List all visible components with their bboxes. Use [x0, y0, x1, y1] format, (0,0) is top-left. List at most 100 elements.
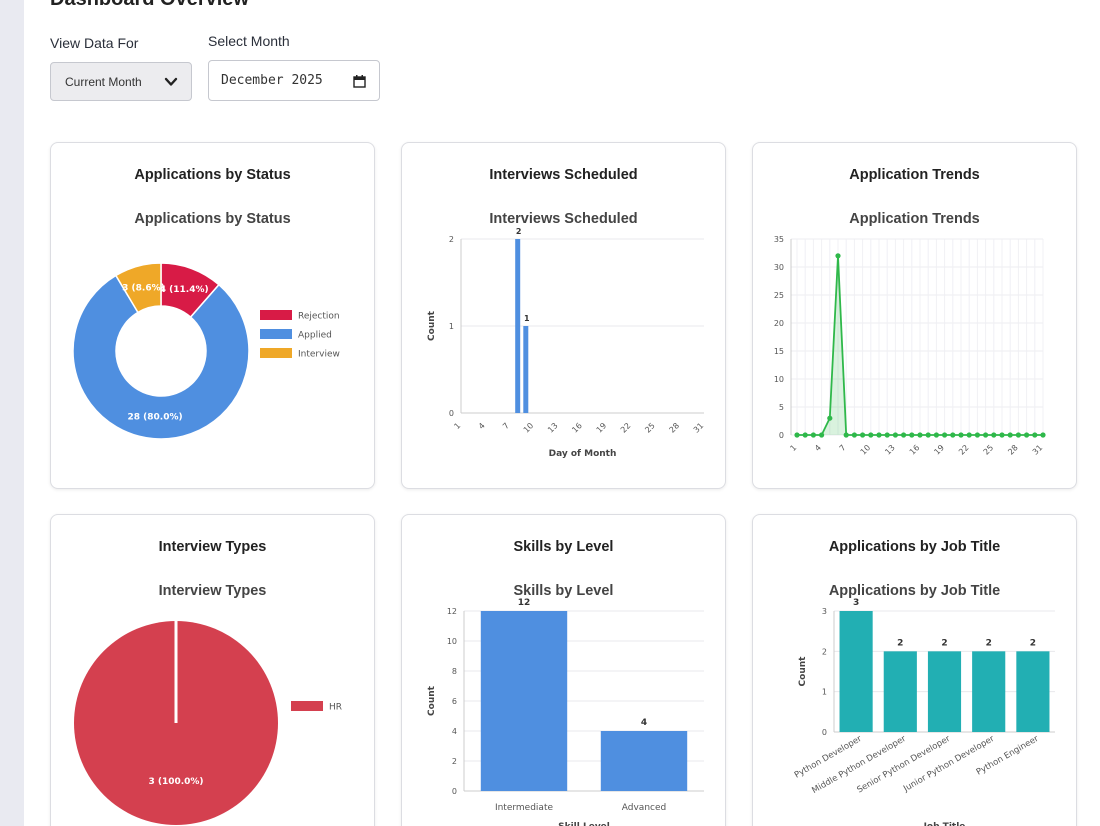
y-tick-label: 1 — [822, 688, 827, 697]
chart-title: Interviews Scheduled — [489, 211, 638, 227]
status-donut-chart: 4 (11.4%) 28 (80.0%) 3 (8.6%) Rejection Appl… — [72, 262, 340, 440]
x-tick-label: 16 — [908, 443, 922, 457]
trend-point — [901, 432, 907, 438]
interview-types-pie-chart: 3 (100.0%) HR — [74, 621, 342, 825]
bar — [839, 611, 873, 732]
view-data-label: View Data For — [50, 35, 139, 51]
x-tick-label: 7 — [838, 443, 848, 453]
y-tick-label: 20 — [774, 319, 784, 328]
trend-point — [1024, 432, 1030, 438]
card-interviews-scheduled: Interviews Scheduled Interviews Schedule… — [401, 142, 726, 489]
trend-point — [983, 432, 989, 438]
y-tick-label: 0 — [822, 728, 827, 737]
skills-bar-chart: 0 2 4 6 8 10 12 12 Intermediate 4 Advanced Skill Le… — [427, 598, 704, 826]
trend-point — [835, 253, 841, 259]
chart-title: Interview Types — [158, 583, 267, 599]
legend-swatch — [260, 310, 292, 320]
trend-point — [860, 432, 866, 438]
trend-point — [819, 432, 825, 438]
sidebar-edge — [0, 0, 24, 826]
y-tick-label: 30 — [774, 263, 784, 272]
x-tick-label: Intermediate — [495, 803, 554, 813]
bar — [523, 326, 529, 413]
x-axis-label: Skill Level — [558, 822, 610, 826]
trend-point — [802, 432, 808, 438]
view-data-select[interactable]: Current Month — [50, 62, 192, 101]
y-tick-label: 2 — [452, 757, 457, 766]
pie-data-label: 3 (8.6%) — [122, 283, 165, 293]
month-picker-value: December 2025 — [221, 73, 323, 88]
card-application-trends: Application Trends Application Trends 0 5… — [752, 142, 1077, 489]
x-tick-label: 10 — [522, 421, 536, 435]
trend-point — [942, 432, 948, 438]
x-tick-label: 4 — [813, 443, 823, 453]
pie-slice-applied — [72, 274, 250, 440]
card-interview-types: Interview Types Interview Types 3 (100.0… — [50, 514, 375, 826]
card-title: Applications by Status — [134, 167, 291, 183]
y-tick-label: 2 — [449, 235, 454, 244]
x-tick-label: 22 — [619, 421, 633, 435]
y-axis-label: Count — [427, 310, 437, 341]
y-tick-label: 0 — [452, 787, 457, 796]
trend-point — [933, 432, 939, 438]
x-tick-label: 19 — [595, 421, 609, 435]
bar-data-label: 3 — [853, 598, 859, 608]
card-title: Application Trends — [849, 167, 980, 183]
x-tick-label: Advanced — [622, 803, 666, 813]
x-tick-label: 31 — [1031, 443, 1045, 457]
calendar-icon[interactable] — [353, 75, 366, 88]
y-tick-label: 5 — [779, 403, 784, 412]
bar — [972, 651, 1006, 732]
x-tick-label: 25 — [982, 443, 996, 457]
card-applications-by-status: Applications by Status Applications by S… — [50, 142, 375, 489]
trend-point — [1015, 432, 1021, 438]
legend-swatch — [260, 329, 292, 339]
legend-label: Interview — [298, 350, 340, 360]
trend-point — [876, 432, 882, 438]
x-tick-label: 13 — [546, 421, 560, 435]
pie-data-label: 28 (80.0%) — [128, 413, 183, 423]
y-tick-label: 25 — [774, 291, 784, 300]
month-picker-input[interactable]: December 2025 — [208, 60, 380, 101]
chart-title: Application Trends — [849, 211, 980, 227]
trend-point — [794, 432, 800, 438]
bar — [515, 239, 521, 413]
bar-data-label: 12 — [518, 598, 531, 608]
x-tick-label: 31 — [692, 421, 706, 435]
pie-slice-interview — [114, 262, 162, 314]
legend-label: Rejection — [298, 312, 340, 322]
y-axis-label: Count — [798, 656, 808, 687]
bar — [480, 611, 568, 791]
y-axis-label: Count — [427, 685, 437, 716]
trend-point — [958, 432, 964, 438]
page-title: Dashboard Overview — [50, 0, 249, 11]
card-title: Applications by Job Title — [828, 539, 1001, 555]
y-tick-label: 2 — [822, 647, 827, 656]
pie-data-label: 4 (11.4%) — [160, 285, 209, 295]
trend-point — [991, 432, 997, 438]
trend-point — [950, 432, 956, 438]
y-tick-label: 35 — [774, 235, 784, 244]
y-tick-label: 6 — [452, 697, 457, 706]
trend-point — [909, 432, 915, 438]
y-tick-label: 10 — [447, 637, 457, 646]
chevron-down-icon — [164, 77, 178, 86]
trend-point — [843, 432, 849, 438]
x-tick-label: 7 — [501, 421, 511, 431]
chart-title: Applications by Status — [134, 211, 291, 227]
trend-point — [827, 415, 833, 421]
trends-line-chart: 0 5 10 15 20 25 30 35 1 4 7 10 13 16 19 22 25 28 31 — [774, 235, 1046, 457]
y-tick-label: 15 — [774, 347, 784, 356]
y-tick-label: 3 — [822, 607, 827, 616]
legend-label: HR — [329, 703, 342, 713]
bar-data-label: 2 — [516, 227, 522, 236]
y-tick-label: 10 — [774, 375, 784, 384]
bar — [927, 651, 962, 732]
trend-point — [810, 432, 816, 438]
legend-label: Applied — [298, 331, 332, 341]
bar-data-label: 4 — [641, 718, 647, 728]
trend-point — [999, 432, 1005, 438]
view-data-value: Current Month — [65, 74, 142, 89]
